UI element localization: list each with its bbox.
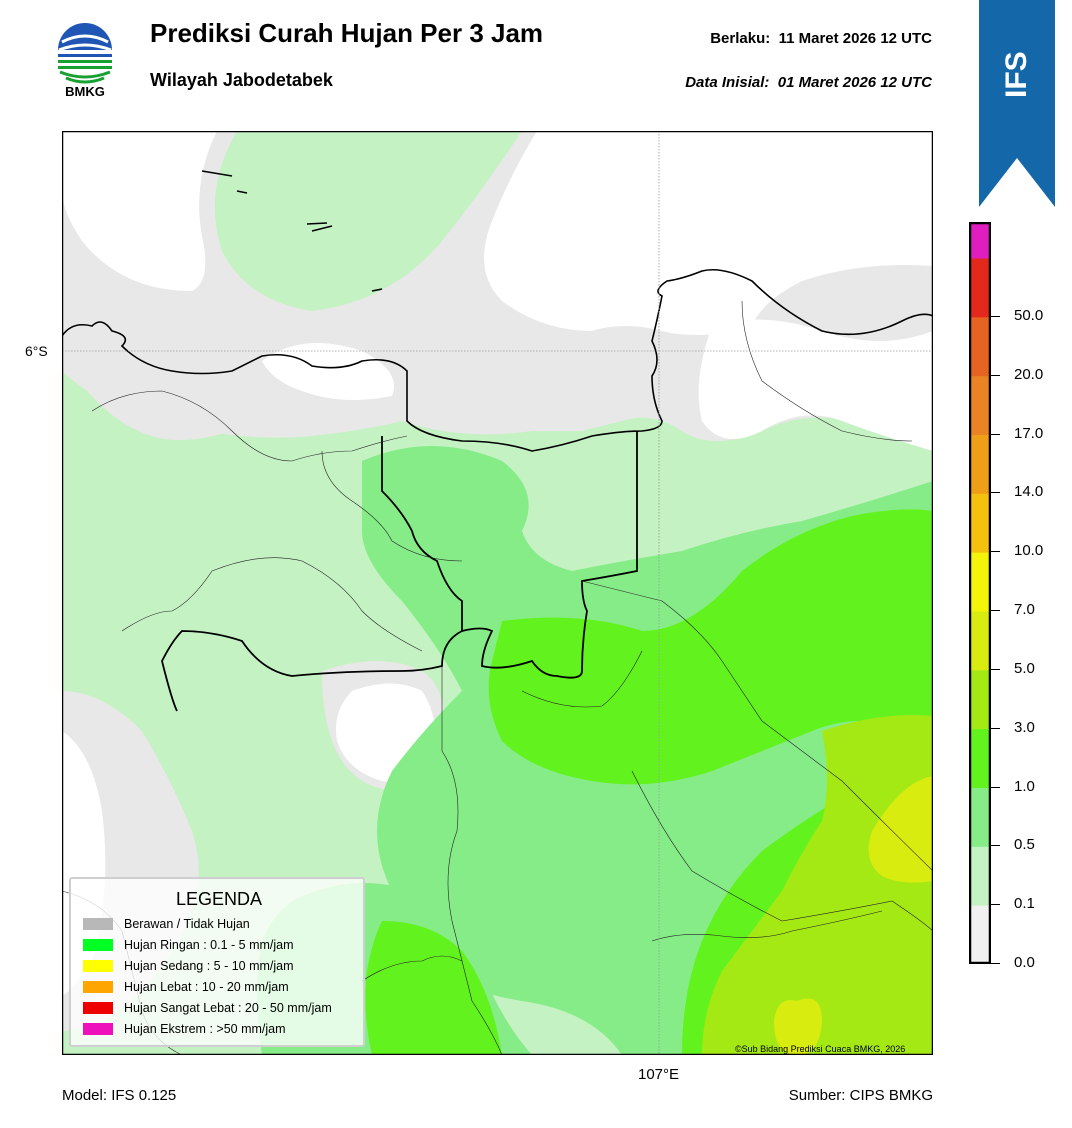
legend-swatch bbox=[83, 1023, 113, 1035]
model-info: Model: IFS 0.125 bbox=[62, 1087, 177, 1104]
colorbar-tick bbox=[991, 492, 1000, 494]
copyright-text: ©Sub Bidang Prediksi Cuaca BMKG, 2026 bbox=[735, 1044, 906, 1054]
colorbar-label: 14.0 bbox=[1014, 483, 1044, 501]
legend-label: Hujan Sedang : 5 - 10 mm/jam bbox=[124, 959, 294, 973]
legend-title: LEGENDA bbox=[175, 889, 263, 909]
legend-swatch bbox=[83, 918, 113, 930]
colorbar-segment bbox=[969, 905, 991, 964]
legend-label: Hujan Lebat : 10 - 20 mm/jam bbox=[124, 980, 289, 994]
init-time-label: Data Inisial: bbox=[685, 74, 770, 91]
bmkg-logo-icon bbox=[58, 23, 112, 84]
colorbar-tick bbox=[991, 845, 1000, 847]
colorbar-segment bbox=[969, 611, 991, 671]
legend-swatch bbox=[83, 981, 113, 993]
data-source: Sumber: CIPS BMKG bbox=[788, 1087, 933, 1104]
colorbar-segment bbox=[969, 728, 991, 788]
colorbar-frame bbox=[969, 222, 991, 964]
coastline bbox=[62, 170, 933, 452]
region-borders bbox=[161, 431, 638, 712]
longitude-label: 107°E bbox=[638, 1066, 680, 1083]
rain-shade-heavy bbox=[702, 715, 933, 1055]
colorbar-label: 1.0 bbox=[1014, 777, 1035, 795]
colorbar-label: 0.0 bbox=[1014, 954, 1035, 971]
graticule bbox=[62, 131, 933, 1055]
latitude-label: 6°S bbox=[25, 343, 48, 359]
colorbar-segment bbox=[969, 316, 991, 377]
colorbar-segment bbox=[969, 787, 991, 847]
colorbar-segment bbox=[969, 375, 991, 435]
model-badge-text: IFS bbox=[1000, 51, 1033, 99]
colorbar bbox=[969, 222, 991, 964]
rain-shade-very-heavy bbox=[774, 776, 933, 1055]
colorbar-label: 50.0 bbox=[1014, 306, 1044, 324]
colorbar-label: 5.0 bbox=[1014, 659, 1035, 677]
colorbar-label: 10.0 bbox=[1014, 542, 1044, 560]
colorbar-segment bbox=[969, 669, 991, 730]
model-ribbon bbox=[979, 0, 1055, 207]
legend-label: Hujan Ringan : 0.1 - 5 mm/jam bbox=[124, 938, 294, 952]
valid-time-value: 11 Maret 2026 12 UTC bbox=[778, 30, 932, 47]
colorbar-tick bbox=[991, 433, 1000, 435]
colorbar-label: 0.1 bbox=[1014, 895, 1035, 913]
init-time: Data Inisial: 01 Maret 2026 12 UTC bbox=[685, 74, 932, 91]
colorbar-segment bbox=[969, 552, 991, 612]
colorbar-segment bbox=[969, 434, 991, 494]
page-title: Prediksi Curah Hujan Per 3 Jam bbox=[150, 18, 544, 48]
colorbar-tick bbox=[991, 904, 1000, 906]
logo-text: BMKG bbox=[65, 84, 105, 99]
legend-label: Hujan Ekstrem : >50 mm/jam bbox=[124, 1022, 286, 1036]
colorbar-label: 17.0 bbox=[1014, 424, 1044, 442]
legend-label: Berawan / Tidak Hujan bbox=[124, 917, 250, 931]
colorbar-segment bbox=[969, 846, 991, 906]
valid-time: Berlaku: 11 Maret 2026 12 UTC bbox=[710, 30, 932, 47]
colorbar-label: 0.5 bbox=[1014, 836, 1035, 854]
colorbar-tick bbox=[991, 727, 1000, 729]
colorbar-segment bbox=[969, 258, 991, 318]
colorbar-label: 3.0 bbox=[1014, 718, 1035, 736]
legend-label: Hujan Sangat Lebat : 20 - 50 mm/jam bbox=[124, 1001, 332, 1015]
region-subtitle: Wilayah Jabodetabek bbox=[150, 70, 333, 90]
legend-swatch bbox=[83, 1002, 113, 1014]
init-time-value: 01 Maret 2026 12 UTC bbox=[777, 74, 932, 91]
legend-swatch bbox=[83, 939, 113, 951]
colorbar-tick bbox=[991, 374, 1000, 376]
rainfall-map bbox=[62, 131, 933, 1055]
district-borders bbox=[62, 300, 933, 1055]
colorbar-segment bbox=[969, 493, 991, 553]
colorbar-tick bbox=[991, 315, 1000, 317]
colorbar-tick bbox=[991, 551, 1000, 553]
colorbar-label: 20.0 bbox=[1014, 365, 1044, 383]
colorbar-tick bbox=[991, 786, 1000, 788]
valid-time-label: Berlaku: bbox=[710, 30, 771, 47]
colorbar-tick bbox=[991, 610, 1000, 611]
colorbar-segment bbox=[969, 222, 991, 259]
legend-swatch bbox=[83, 960, 113, 972]
colorbar-label: 7.0 bbox=[1014, 601, 1035, 618]
map-legend: LEGENDA Berawan / Tidak Hujan Hujan Ring… bbox=[69, 877, 365, 1047]
colorbar-tick bbox=[991, 668, 1000, 670]
colorbar-tick bbox=[991, 963, 1000, 964]
